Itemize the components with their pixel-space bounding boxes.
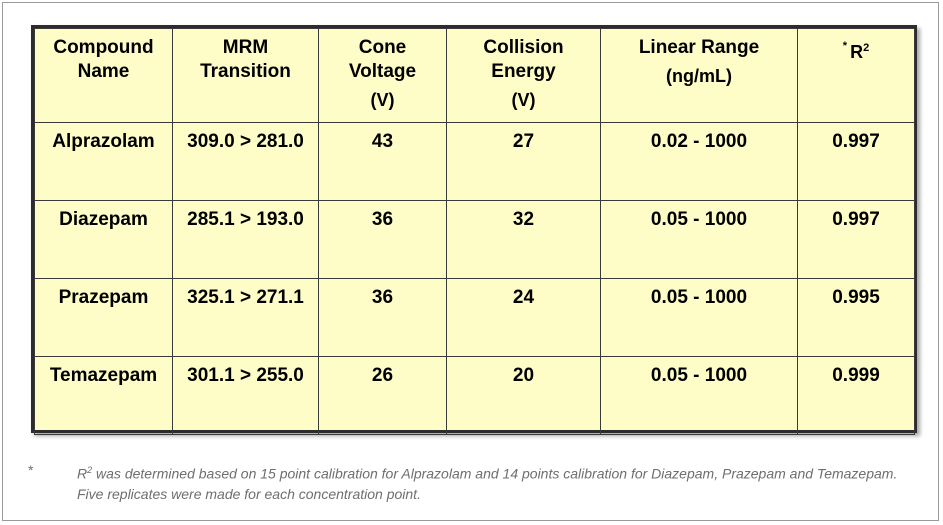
header-cone-voltage: Cone Voltage (V): [318, 28, 447, 123]
header-compound-name: Compound Name: [34, 28, 173, 123]
footnote: * R2 was determined based on 15 point ca…: [28, 460, 908, 504]
data-table: Compound Name MRM Transition Cone Voltag…: [31, 25, 917, 435]
compound-name-cell: Prazepam: [34, 278, 173, 357]
cone-voltage-cell: 36: [318, 200, 447, 279]
mrm-transition-cell: 285.1 > 193.0: [172, 200, 319, 279]
collision-energy-cell: 27: [446, 122, 601, 201]
footnote-text: R2 was determined based on 15 point cali…: [77, 465, 898, 502]
r-squared-cell: 0.997: [797, 200, 915, 279]
linear-range-cell: 0.05 - 1000: [600, 356, 798, 435]
linear-range-cell: 0.02 - 1000: [600, 122, 798, 201]
table-row: Diazepam 285.1 > 193.0 36 32 0.05 - 1000 0.99…: [34, 200, 915, 279]
compound-name-cell: Diazepam: [34, 200, 173, 279]
header-mrm-transition: MRM Transition: [172, 28, 319, 123]
footnote-asterisk: *: [28, 462, 34, 478]
compound-table: Compound Name MRM Transition Cone Voltag…: [34, 28, 915, 435]
collision-energy-cell: 20: [446, 356, 601, 435]
header-collision-energy: Collision Energy (V): [446, 28, 601, 123]
asterisk-mark: *: [842, 40, 848, 52]
linear-range-cell: 0.05 - 1000: [600, 200, 798, 279]
linear-range-cell: 0.05 - 1000: [600, 278, 798, 357]
collision-energy-cell: 32: [446, 200, 601, 279]
cone-voltage-cell: 36: [318, 278, 447, 357]
header-r-squared: * R2: [797, 28, 915, 123]
compound-name-cell: Temazepam: [34, 356, 173, 435]
header-collision-energy-unit: (V): [511, 90, 536, 110]
header-linear-range: Linear Range (ng/mL): [600, 28, 798, 123]
mrm-transition-cell: 325.1 > 271.1: [172, 278, 319, 357]
r-squared-cell: 0.995: [797, 278, 915, 357]
compound-name-cell: Alprazolam: [34, 122, 173, 201]
header-cone-voltage-unit: (V): [370, 90, 395, 110]
mrm-transition-cell: 309.0 > 281.0: [172, 122, 319, 201]
cone-voltage-cell: 43: [318, 122, 447, 201]
header-linear-range-unit: (ng/mL): [666, 66, 732, 86]
table-row: Alprazolam 309.0 > 281.0 43 27 0.02 - 1000 0.…: [34, 122, 915, 201]
header-row: Compound Name MRM Transition Cone Voltag…: [34, 28, 915, 123]
r-squared-cell: 0.997: [797, 122, 915, 201]
collision-energy-cell: 24: [446, 278, 601, 357]
mrm-transition-cell: 301.1 > 255.0: [172, 356, 319, 435]
table-row: Prazepam 325.1 > 271.1 36 24 0.05 - 1000 0.99…: [34, 278, 915, 357]
r-squared-cell: 0.999: [797, 356, 915, 435]
table-row: Temazepam 301.1 > 255.0 26 20 0.05 - 1000 0.9…: [34, 356, 915, 435]
cone-voltage-cell: 26: [318, 356, 447, 435]
